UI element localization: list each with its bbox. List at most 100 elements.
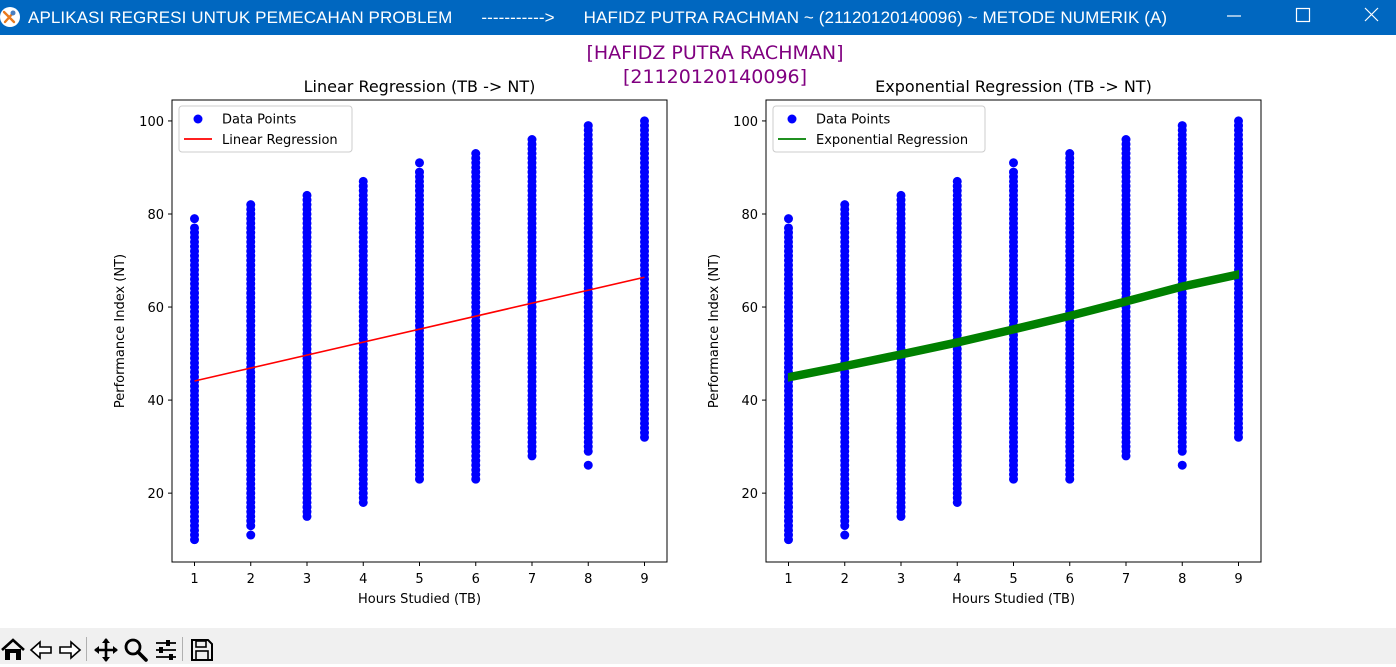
- subplots-icon: [156, 640, 176, 660]
- legend: Data Points Exponential Regression: [772, 105, 986, 153]
- figure-suptitle-id: [21120120140096]: [622, 66, 808, 88]
- x-tick-label: 6: [1066, 572, 1074, 587]
- configure-subplots-button[interactable]: [153, 637, 179, 663]
- pan-button[interactable]: [93, 637, 119, 663]
- data-point: [471, 149, 481, 159]
- x-tick-label: 8: [1178, 572, 1186, 587]
- data-point: [583, 460, 593, 470]
- maximize-button[interactable]: [1269, 0, 1335, 35]
- legend-label-line: Linear Regression: [222, 133, 338, 148]
- data-point: [358, 176, 368, 186]
- x-tick-label: 5: [415, 572, 423, 587]
- legend-box: [772, 105, 986, 153]
- y-axis-label: Performance Index (NT): [707, 254, 722, 408]
- data-points-series: [190, 116, 649, 545]
- y-tick-label: 40: [147, 394, 164, 409]
- data-point: [190, 214, 199, 224]
- data-point: [246, 530, 256, 540]
- forward-button[interactable]: [56, 637, 82, 663]
- legend-box: [178, 105, 353, 153]
- x-tick-label: 2: [247, 572, 255, 587]
- figure-suptitle-name: [HAFIDZ PUTRA RACHMAN]: [586, 42, 844, 64]
- x-tick-label: 9: [640, 572, 648, 587]
- data-point: [840, 530, 850, 540]
- y-axis-label: Performance Index (NT): [113, 254, 128, 408]
- data-point: [840, 200, 850, 210]
- data-point: [1009, 167, 1018, 177]
- y-tick-label: 80: [147, 208, 164, 223]
- x-tick-label: 2: [841, 572, 849, 587]
- navigation-toolbar: [0, 628, 1396, 664]
- app-icon: [0, 7, 20, 27]
- close-icon: [1364, 7, 1379, 22]
- maximize-icon: [1295, 7, 1311, 23]
- x-tick-label: 7: [528, 572, 536, 587]
- linear-regression-chart: Linear Regression (TB -> NT) 1 2 3 4 5 6 7 8 9 20 4…: [113, 77, 668, 607]
- x-tick-label: 7: [1122, 572, 1130, 587]
- data-point: [784, 223, 793, 233]
- toolbar-separator: [86, 637, 87, 661]
- data-point: [527, 135, 537, 145]
- y-tick-label: 80: [741, 208, 758, 223]
- x-tick-label: 1: [190, 572, 198, 587]
- exponential-regression-chart: Exponential Regression (TB -> NT) 1 2 3 4 5 6 7…: [707, 77, 1262, 607]
- y-tick-label: 20: [147, 487, 164, 502]
- save-icon: [191, 639, 213, 661]
- legend: Data Points Linear Regression: [178, 105, 353, 153]
- data-points-series: [784, 116, 1243, 545]
- data-point: [1009, 158, 1018, 168]
- x-tick-label: 1: [784, 572, 792, 587]
- save-button[interactable]: [189, 637, 215, 663]
- x-tick-label: 3: [897, 572, 905, 587]
- data-point: [1234, 116, 1243, 126]
- legend-label-line: Exponential Regression: [816, 133, 968, 148]
- regression-line: [194, 276, 645, 382]
- zoom-icon: [124, 638, 148, 662]
- x-tick-label: 6: [472, 572, 480, 587]
- data-point: [415, 167, 424, 177]
- data-point: [896, 190, 906, 200]
- y-tick-label: 100: [139, 115, 164, 130]
- chart-title: Linear Regression (TB -> NT): [304, 77, 536, 96]
- close-button[interactable]: [1338, 0, 1396, 35]
- legend-label-points: Data Points: [222, 113, 296, 128]
- title-bar[interactable]: APLIKASI REGRESI UNTUK PEMECAHAN PROBLEM…: [0, 0, 1396, 35]
- y-tick-label: 60: [741, 301, 758, 316]
- x-tick-label: 9: [1234, 572, 1242, 587]
- x-tick-label: 8: [584, 572, 592, 587]
- data-point: [583, 121, 593, 131]
- data-point: [1177, 460, 1187, 470]
- x-axis-label: Hours Studied (TB): [952, 592, 1075, 607]
- back-icon: [29, 640, 52, 660]
- data-point: [1177, 121, 1187, 131]
- home-icon: [1, 638, 25, 660]
- figure-canvas[interactable]: [HAFIDZ PUTRA RACHMAN] [21120120140096] …: [0, 35, 1396, 628]
- legend-marker-points: [193, 114, 203, 124]
- data-point: [246, 200, 256, 210]
- chart-title: Exponential Regression (TB -> NT): [875, 77, 1152, 96]
- y-tick-label: 60: [147, 301, 164, 316]
- zoom-button[interactable]: [123, 637, 149, 663]
- legend-label-points: Data Points: [816, 113, 890, 128]
- window-title: APLIKASI REGRESI UNTUK PEMECAHAN PROBLEM…: [28, 8, 1168, 27]
- pan-icon: [94, 638, 118, 662]
- x-tick-label: 5: [1009, 572, 1017, 587]
- data-point: [1121, 135, 1131, 145]
- minimize-button[interactable]: [1200, 0, 1266, 35]
- toolbar-separator: [182, 637, 183, 661]
- legend-marker-points: [787, 114, 797, 124]
- data-point: [784, 214, 793, 224]
- regression-line: [787, 270, 1240, 382]
- data-point: [415, 158, 424, 168]
- data-point: [302, 190, 312, 200]
- data-point: [952, 176, 962, 186]
- x-tick-label: 4: [953, 572, 961, 587]
- data-point: [1065, 149, 1075, 159]
- home-button[interactable]: [0, 637, 26, 663]
- data-point: [640, 116, 649, 126]
- data-point: [190, 223, 199, 233]
- forward-icon: [59, 640, 82, 660]
- minimize-icon: [1227, 15, 1241, 17]
- back-button[interactable]: [29, 637, 55, 663]
- y-tick-label: 20: [741, 487, 758, 502]
